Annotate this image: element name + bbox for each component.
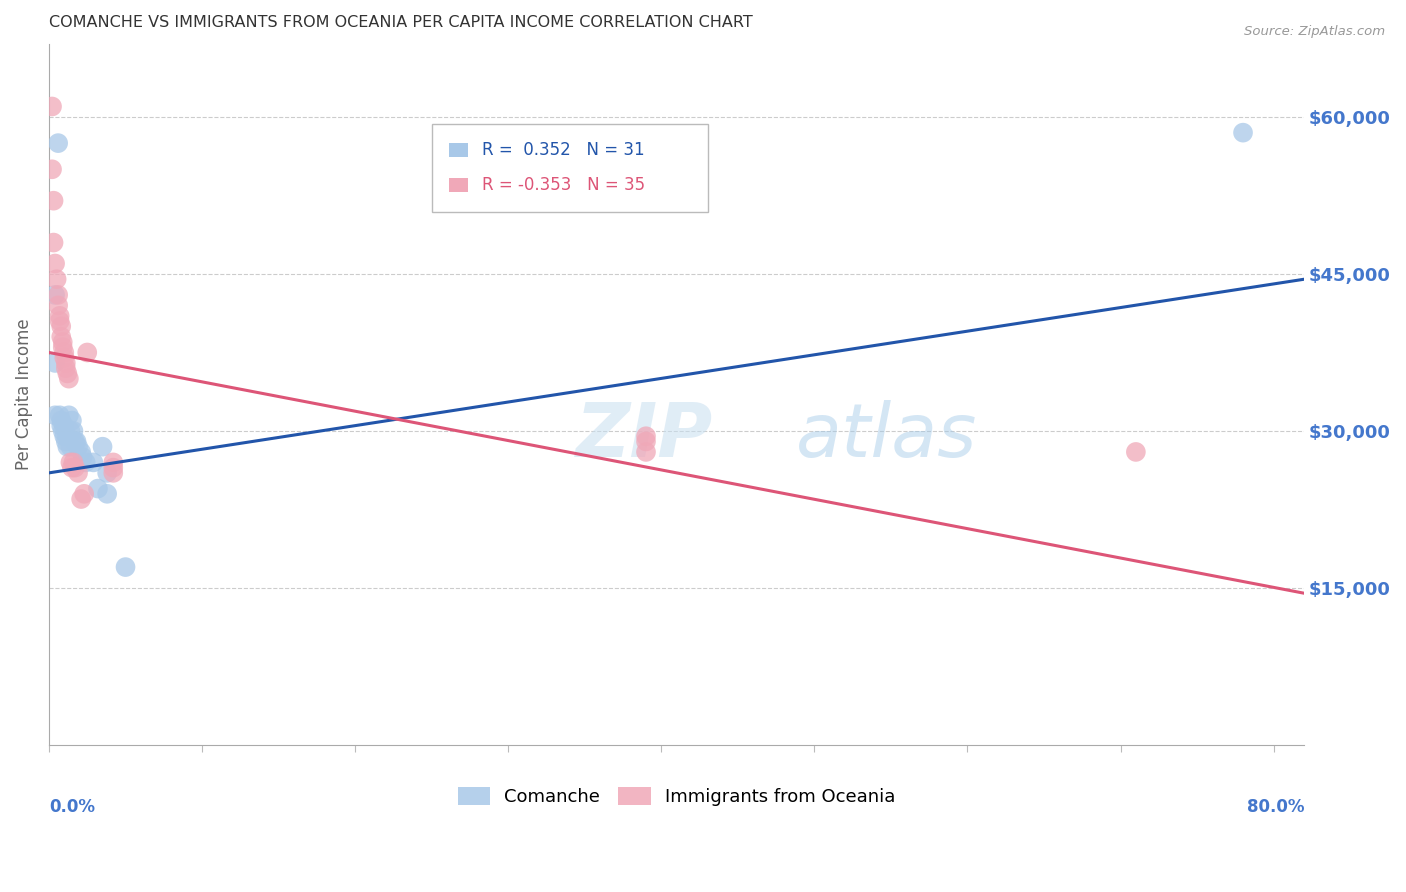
Text: COMANCHE VS IMMIGRANTS FROM OCEANIA PER CAPITA INCOME CORRELATION CHART: COMANCHE VS IMMIGRANTS FROM OCEANIA PER … <box>49 15 752 30</box>
Point <box>63 434 86 449</box>
Point <box>48 309 70 323</box>
Legend: Comanche, Immigrants from Oceania: Comanche, Immigrants from Oceania <box>457 788 896 806</box>
Point <box>56 367 79 381</box>
Point <box>56 440 79 454</box>
Point <box>70 491 93 506</box>
Point <box>58 409 80 423</box>
Text: R =  0.352   N = 31: R = 0.352 N = 31 <box>482 141 645 160</box>
Point <box>72 450 94 465</box>
Text: 80.0%: 80.0% <box>1247 797 1305 815</box>
Point <box>65 434 87 449</box>
Point <box>73 487 96 501</box>
Point <box>42 194 65 208</box>
Point <box>87 482 110 496</box>
Point <box>51 413 73 427</box>
Point <box>1232 126 1254 140</box>
Text: R = -0.353   N = 35: R = -0.353 N = 35 <box>482 177 645 194</box>
Point <box>103 455 125 469</box>
Y-axis label: Per Capita Income: Per Capita Income <box>15 318 32 470</box>
Point <box>96 466 118 480</box>
Point <box>46 288 69 302</box>
Point <box>62 455 84 469</box>
FancyBboxPatch shape <box>432 124 709 212</box>
FancyBboxPatch shape <box>450 144 468 157</box>
Point <box>62 424 84 438</box>
Point <box>52 424 75 438</box>
Point <box>51 319 73 334</box>
Point <box>44 409 66 423</box>
Point <box>70 445 93 459</box>
Point <box>55 356 77 370</box>
Point <box>41 162 63 177</box>
Point <box>76 345 98 359</box>
Text: ZIP: ZIP <box>576 400 713 473</box>
Point <box>48 409 70 423</box>
Point <box>59 455 82 469</box>
Point <box>59 440 82 454</box>
Point <box>1125 445 1147 459</box>
Point <box>67 466 90 480</box>
Text: Source: ZipAtlas.com: Source: ZipAtlas.com <box>1244 25 1385 38</box>
Point <box>63 460 86 475</box>
Point <box>55 434 77 449</box>
Point <box>51 418 73 433</box>
Point <box>96 487 118 501</box>
Point <box>46 298 69 312</box>
Point <box>103 466 125 480</box>
Point <box>91 440 114 454</box>
Point <box>42 235 65 250</box>
Point <box>53 351 76 365</box>
Point <box>58 372 80 386</box>
Point <box>103 460 125 475</box>
Point <box>45 272 67 286</box>
Point <box>41 99 63 113</box>
Point <box>48 314 70 328</box>
Point <box>51 330 73 344</box>
Point <box>46 136 69 150</box>
Point <box>56 429 79 443</box>
Point <box>60 413 83 427</box>
Point <box>53 345 76 359</box>
Point <box>59 424 82 438</box>
Point <box>67 440 90 454</box>
Text: 0.0%: 0.0% <box>49 797 96 815</box>
Point <box>52 334 75 349</box>
Point <box>44 256 66 270</box>
Text: atlas: atlas <box>796 401 977 473</box>
FancyBboxPatch shape <box>450 178 468 193</box>
Point <box>82 455 104 469</box>
Point <box>53 418 76 433</box>
Point <box>44 288 66 302</box>
Point <box>634 445 657 459</box>
Point <box>44 356 66 370</box>
Point <box>75 455 97 469</box>
Point <box>634 429 657 443</box>
Point <box>53 429 76 443</box>
Point <box>634 434 657 449</box>
Point <box>60 460 83 475</box>
Point <box>52 340 75 354</box>
Point <box>114 560 136 574</box>
Point <box>55 361 77 376</box>
